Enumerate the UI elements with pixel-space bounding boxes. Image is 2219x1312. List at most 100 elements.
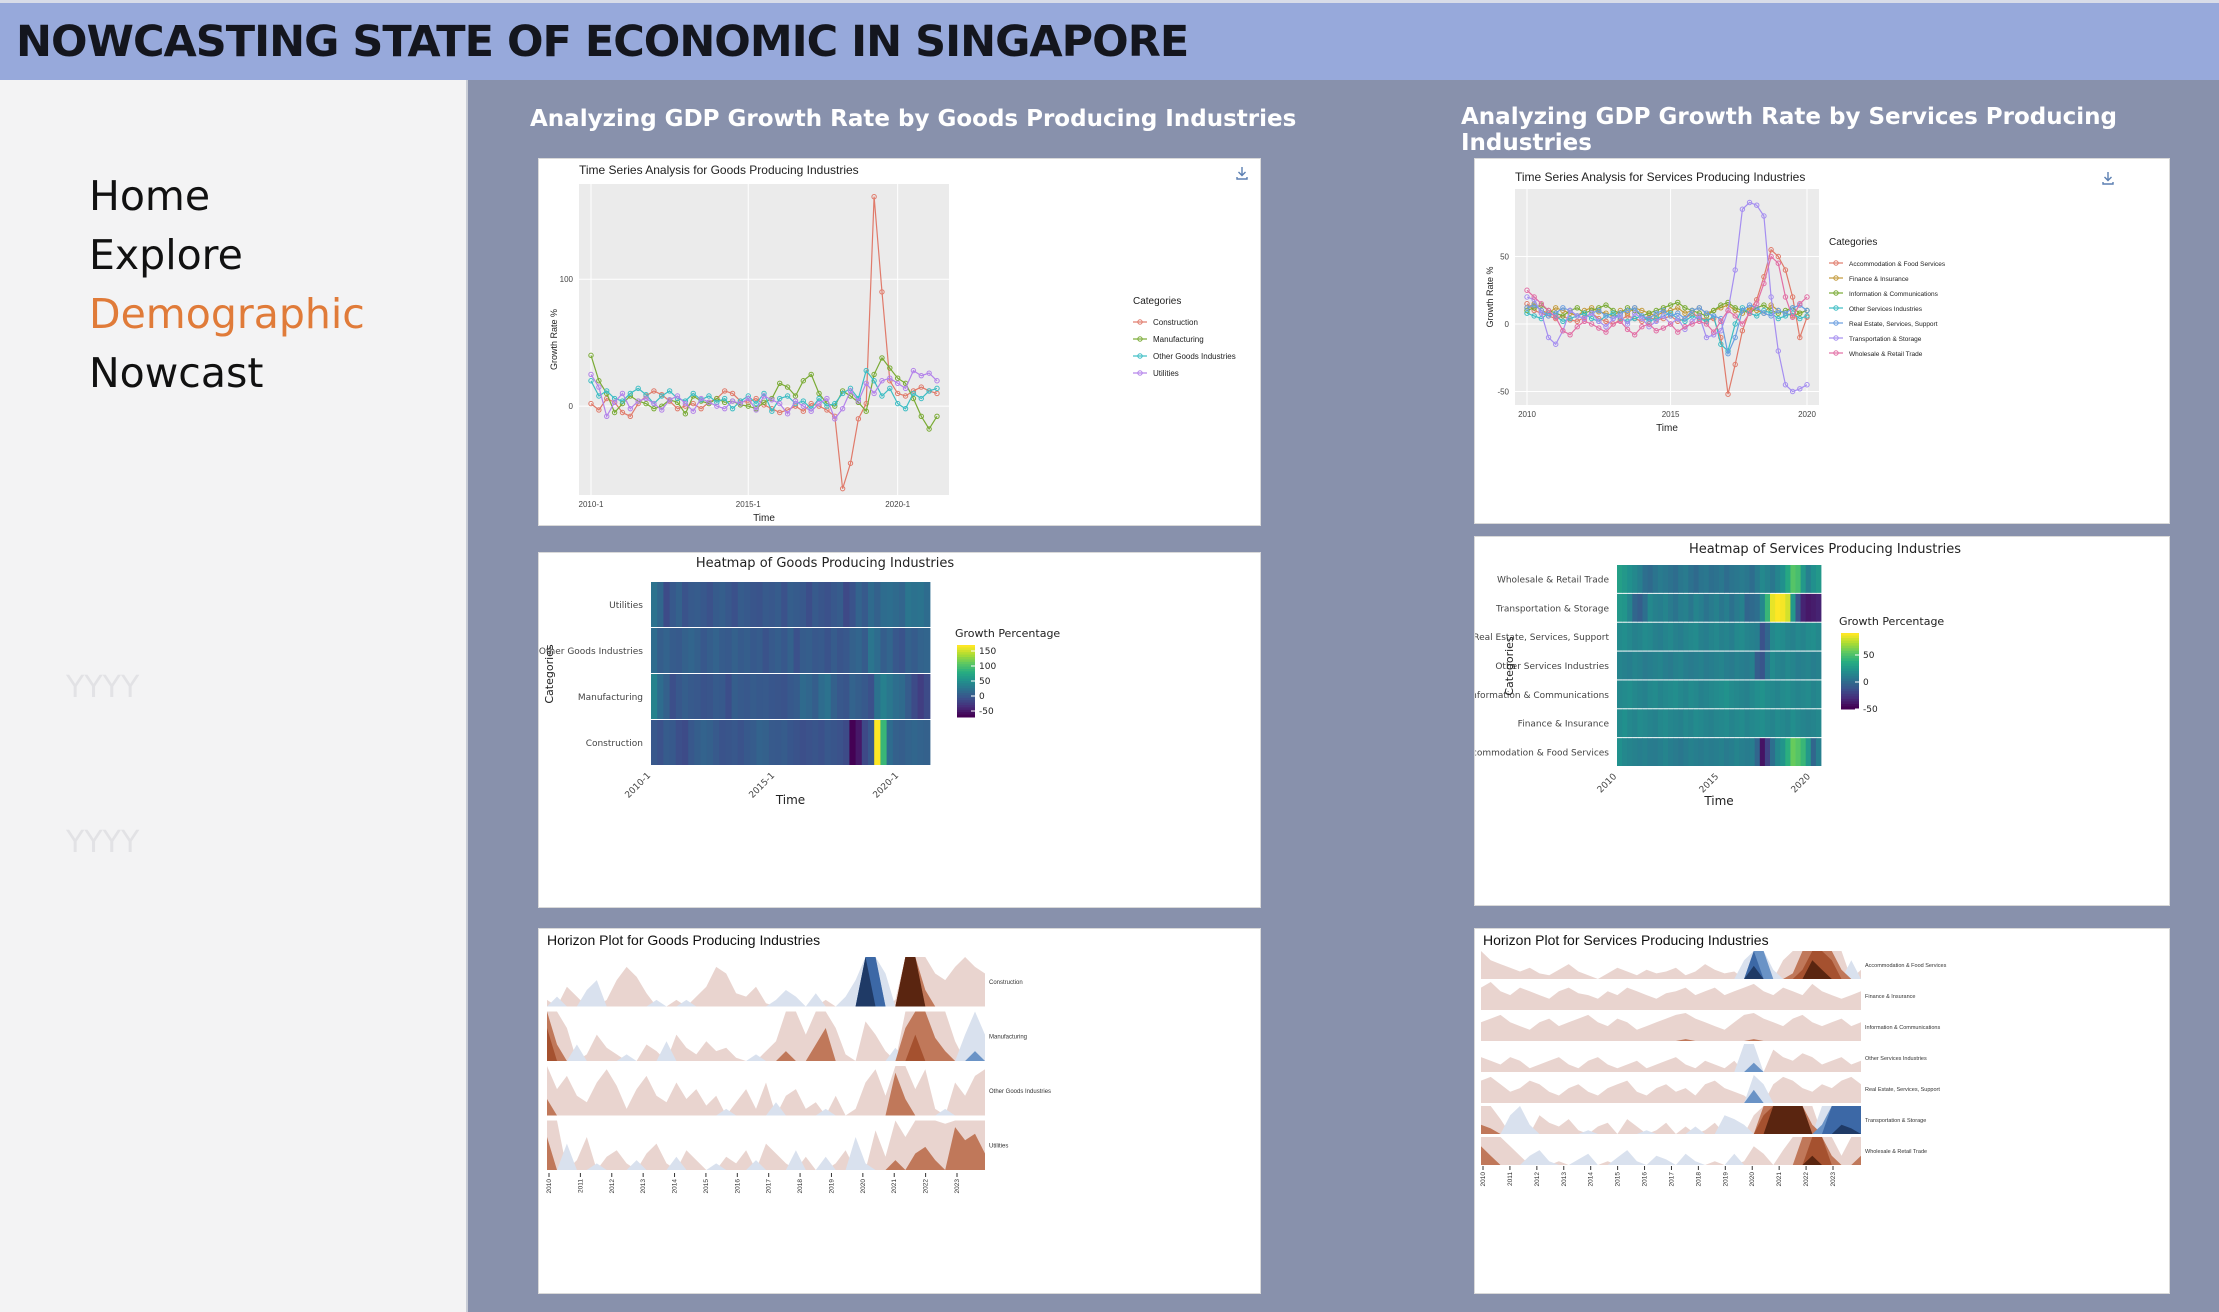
heatmap-cell	[1729, 622, 1735, 651]
heatmap-cell	[917, 720, 925, 765]
data-point	[777, 395, 783, 402]
heatmap-cell	[1734, 565, 1740, 593]
colorbar-segment	[957, 693, 975, 696]
heatmap-cell	[1815, 622, 1822, 651]
heatmap-cell	[1795, 622, 1801, 651]
legend-key	[1833, 290, 1839, 296]
horizon-band-positive	[547, 1011, 985, 1061]
data-point	[1588, 321, 1595, 327]
heatmap-cell	[1790, 622, 1796, 651]
data-point	[1739, 307, 1746, 314]
colorbar-segment	[957, 669, 975, 672]
heatmap-cell	[1647, 593, 1654, 622]
data-point	[894, 400, 901, 407]
x-tick-label: 2014	[1588, 1172, 1595, 1187]
heatmap-cell	[905, 720, 912, 765]
data-point	[1725, 299, 1731, 306]
heatmap-cell	[1790, 565, 1796, 593]
data-point	[651, 405, 657, 412]
data-point	[753, 395, 759, 402]
series-line	[1526, 306, 1808, 353]
row-label: Real Estate, Services, Support	[1865, 1087, 1940, 1093]
row-label: Accommodation & Food Services	[1475, 749, 1609, 759]
heatmap-cell	[1805, 622, 1812, 651]
data-point	[1667, 302, 1674, 308]
data-point	[1804, 307, 1810, 314]
services-timeseries-panel: Time Series Analysis for Services Produc…	[1474, 158, 2170, 524]
heatmap-cell	[1617, 593, 1623, 622]
heatmap-cell	[880, 674, 887, 719]
heatmap-cell	[744, 674, 751, 719]
chart-title: Horizon Plot for Services Producing Indu…	[1483, 932, 1769, 948]
heatmap-cell	[1800, 680, 1807, 709]
heatmap-cell	[1678, 738, 1684, 766]
heatmap-cell	[849, 628, 856, 673]
x-tick-label: 2020	[1790, 772, 1813, 795]
heatmap-cell	[1627, 622, 1633, 651]
data-point	[1603, 302, 1609, 308]
data-point	[879, 289, 885, 295]
nav-explore[interactable]: Explore	[89, 231, 243, 279]
colorbar-segment	[1841, 693, 1859, 697]
heatmap-cell	[855, 674, 863, 719]
data-point	[1603, 324, 1609, 330]
data-point	[1538, 301, 1545, 307]
heatmap-cell	[651, 720, 658, 765]
heatmap-cell	[806, 582, 813, 627]
heatmap-cell	[1622, 709, 1628, 738]
data-point	[887, 375, 893, 381]
data-point	[792, 393, 799, 399]
data-point	[651, 388, 657, 394]
heatmap-cell	[886, 720, 894, 765]
data-point	[619, 390, 626, 397]
heatmap-cell	[917, 674, 925, 719]
heatmap-cell	[1662, 622, 1669, 651]
heatmap-cell	[1678, 680, 1684, 709]
data-point	[1739, 321, 1746, 327]
series-line	[590, 369, 938, 421]
heatmap-cell	[1719, 565, 1725, 593]
heatmap-cell	[917, 628, 925, 673]
data-point	[1553, 341, 1559, 347]
heatmap-cell	[700, 628, 708, 673]
heatmap-cell	[1627, 651, 1633, 680]
colorbar-segment	[1841, 635, 1859, 639]
heatmap-cell	[1627, 593, 1633, 622]
heatmap-cell	[1647, 680, 1654, 709]
heatmap-cell	[1668, 680, 1674, 709]
heatmap-cell	[793, 582, 801, 627]
heatmap-cell	[1642, 709, 1648, 738]
data-point	[871, 390, 877, 397]
heatmap-cell	[768, 674, 776, 719]
data-point	[611, 395, 618, 402]
heatmap-cell	[1800, 738, 1807, 766]
nav-demographic[interactable]: Demographic	[89, 290, 365, 338]
legend-title: Categories	[1829, 237, 1877, 248]
heatmap-cell	[1805, 651, 1812, 680]
heatmap-cell	[775, 674, 782, 719]
heatmap-cell	[1708, 738, 1715, 766]
heatmap-cell	[1775, 593, 1781, 622]
data-point	[1732, 313, 1738, 319]
nav-home[interactable]: Home	[89, 172, 211, 220]
data-point	[800, 408, 807, 414]
heatmap-cell	[1673, 593, 1679, 622]
data-point	[1775, 315, 1781, 322]
data-point	[1596, 325, 1602, 331]
data-point	[871, 371, 877, 378]
data-point	[824, 407, 830, 413]
legend-key	[1833, 275, 1839, 281]
heatmap-cell	[880, 720, 887, 765]
legend-label: Utilities	[1153, 369, 1179, 378]
data-point	[784, 411, 791, 417]
row-label: Utilities	[609, 601, 643, 611]
nav-nowcast[interactable]: Nowcast	[89, 349, 264, 397]
data-point	[721, 395, 728, 402]
data-point	[1761, 213, 1767, 219]
horizon-band-positive	[1481, 951, 1861, 979]
data-point	[894, 380, 901, 386]
heatmap-cell	[1810, 738, 1817, 766]
heatmap-cell	[1632, 565, 1638, 593]
heatmap-cell	[1703, 680, 1710, 709]
horizon-row	[1481, 1137, 1861, 1165]
